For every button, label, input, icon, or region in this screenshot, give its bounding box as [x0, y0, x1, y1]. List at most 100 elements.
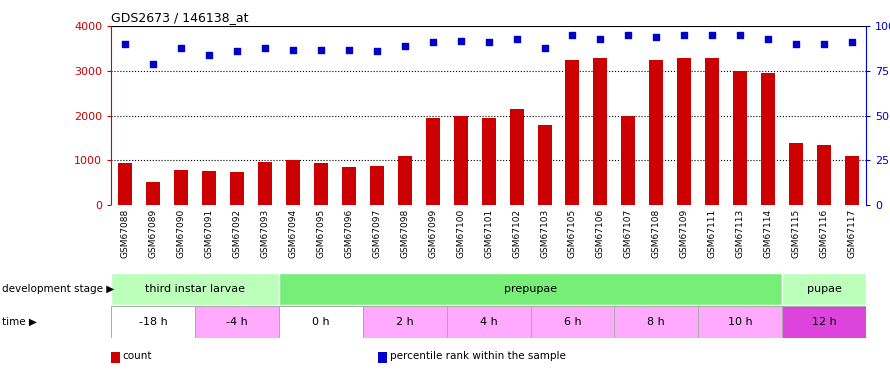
- Text: 0 h: 0 h: [312, 316, 329, 327]
- Bar: [705, 57, 719, 205]
- Point: [342, 46, 356, 53]
- Text: GSM67090: GSM67090: [176, 209, 186, 258]
- Point: [258, 45, 272, 51]
- Text: 2 h: 2 h: [396, 316, 414, 327]
- Text: GSM67102: GSM67102: [512, 209, 521, 258]
- Text: GSM67092: GSM67092: [232, 209, 241, 258]
- Text: prepupae: prepupae: [504, 284, 557, 294]
- Text: GSM67091: GSM67091: [205, 209, 214, 258]
- Bar: [845, 156, 859, 205]
- Text: 6 h: 6 h: [563, 316, 581, 327]
- Bar: [314, 163, 328, 205]
- Bar: [258, 162, 272, 205]
- Text: GSM67106: GSM67106: [596, 209, 605, 258]
- Bar: [279, 273, 782, 304]
- Bar: [699, 306, 782, 338]
- Text: 8 h: 8 h: [647, 316, 665, 327]
- Bar: [782, 273, 866, 304]
- Text: GSM67098: GSM67098: [400, 209, 409, 258]
- Text: 10 h: 10 h: [728, 316, 753, 327]
- Point: [621, 32, 635, 38]
- Text: -4 h: -4 h: [226, 316, 248, 327]
- Point: [594, 36, 608, 42]
- Bar: [817, 145, 831, 205]
- Point: [398, 43, 412, 49]
- Bar: [202, 171, 216, 205]
- Bar: [279, 306, 363, 338]
- Point: [761, 36, 775, 42]
- Bar: [398, 156, 412, 205]
- Bar: [565, 60, 579, 205]
- Text: GSM67113: GSM67113: [736, 209, 745, 258]
- Text: GSM67103: GSM67103: [540, 209, 549, 258]
- Bar: [782, 306, 866, 338]
- Text: GSM67111: GSM67111: [708, 209, 716, 258]
- Bar: [146, 182, 160, 205]
- Text: 4 h: 4 h: [480, 316, 498, 327]
- Point: [789, 41, 803, 47]
- Text: GDS2673 / 146138_at: GDS2673 / 146138_at: [111, 11, 248, 24]
- Point: [649, 34, 663, 40]
- Bar: [111, 273, 279, 304]
- Bar: [425, 118, 440, 205]
- Point: [705, 32, 719, 38]
- Bar: [447, 306, 530, 338]
- Bar: [363, 306, 447, 338]
- Point: [454, 38, 468, 44]
- Text: GSM67088: GSM67088: [121, 209, 130, 258]
- Point: [565, 32, 579, 38]
- Bar: [174, 170, 188, 205]
- Bar: [510, 109, 523, 205]
- Text: GSM67116: GSM67116: [820, 209, 829, 258]
- Point: [118, 41, 133, 47]
- Text: GSM67117: GSM67117: [847, 209, 856, 258]
- Text: GSM67093: GSM67093: [261, 209, 270, 258]
- Point: [509, 36, 523, 42]
- Point: [425, 39, 440, 45]
- Bar: [538, 124, 552, 205]
- Point: [845, 39, 859, 45]
- Bar: [733, 71, 748, 205]
- Point: [481, 39, 496, 45]
- Bar: [650, 60, 663, 205]
- Bar: [761, 73, 775, 205]
- Bar: [789, 143, 803, 205]
- Text: pupae: pupae: [806, 284, 841, 294]
- Text: GSM67101: GSM67101: [484, 209, 493, 258]
- Text: count: count: [123, 351, 152, 361]
- Bar: [118, 163, 133, 205]
- Point: [314, 46, 328, 53]
- Point: [202, 52, 216, 58]
- Bar: [677, 57, 692, 205]
- Text: GSM67094: GSM67094: [288, 209, 297, 258]
- Bar: [614, 306, 699, 338]
- Text: GSM67089: GSM67089: [149, 209, 158, 258]
- Text: GSM67115: GSM67115: [791, 209, 801, 258]
- Text: development stage ▶: development stage ▶: [2, 284, 114, 294]
- Point: [538, 45, 552, 51]
- Point: [230, 48, 244, 54]
- Text: GSM67109: GSM67109: [680, 209, 689, 258]
- Text: GSM67099: GSM67099: [428, 209, 437, 258]
- Text: GSM67108: GSM67108: [651, 209, 661, 258]
- Text: GSM67107: GSM67107: [624, 209, 633, 258]
- Bar: [286, 160, 300, 205]
- Text: GSM67097: GSM67097: [372, 209, 381, 258]
- Point: [146, 61, 160, 67]
- Bar: [195, 306, 279, 338]
- Text: 12 h: 12 h: [812, 316, 837, 327]
- Point: [733, 32, 748, 38]
- Point: [174, 45, 189, 51]
- Text: GSM67100: GSM67100: [457, 209, 465, 258]
- Point: [677, 32, 692, 38]
- Bar: [342, 167, 356, 205]
- Bar: [454, 116, 467, 205]
- Bar: [370, 166, 384, 205]
- Bar: [594, 57, 607, 205]
- Text: GSM67096: GSM67096: [344, 209, 353, 258]
- Bar: [621, 116, 635, 205]
- Point: [286, 46, 300, 53]
- Bar: [230, 172, 244, 205]
- Text: GSM67095: GSM67095: [316, 209, 326, 258]
- Bar: [111, 306, 195, 338]
